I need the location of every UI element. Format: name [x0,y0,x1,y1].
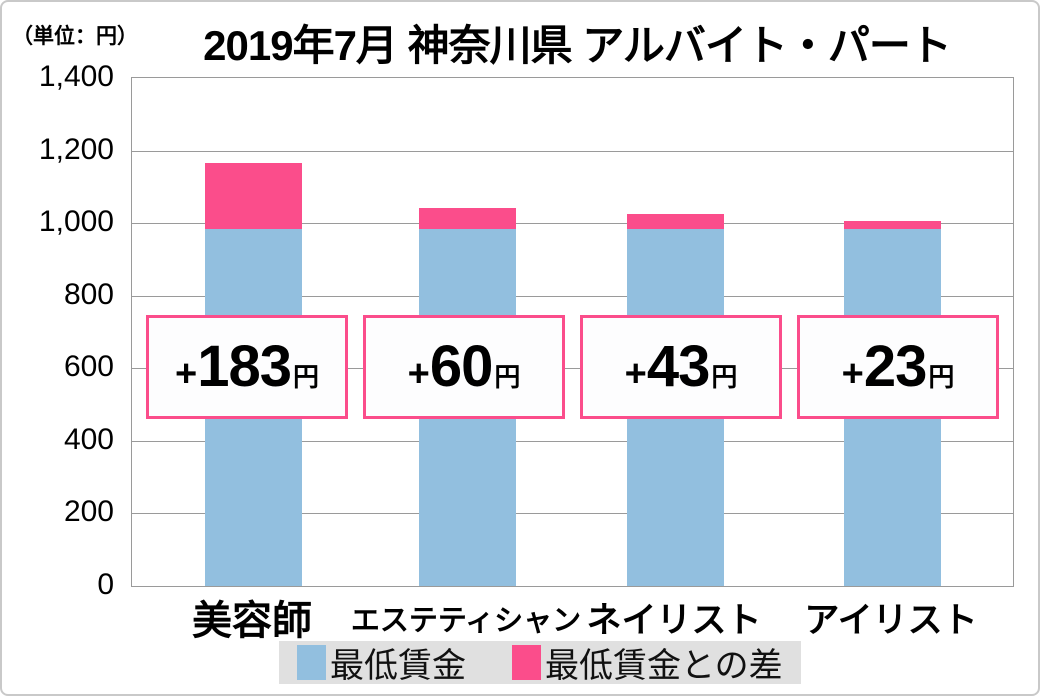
annotation-text: +60円 [408,338,521,396]
x-label-美容師: 美容師 [192,599,312,643]
gridline [132,150,1013,152]
annotation-text: +23円 [842,338,955,396]
annotation-box: +43円 [580,315,782,419]
legend-entry: 最低賃金との差 [512,638,783,687]
annotation-plus: + [841,353,864,395]
annotation-text: +183円 [175,338,319,396]
annotation-plus: + [407,353,430,395]
x-label-エステティシャン: エステティシャン [350,605,582,637]
y-tick-label: 1,400 [38,60,114,93]
y-tick-label: 0 [97,568,114,601]
chart-title: 2019年7月 神奈川県 アルバイト・パート [203,22,952,69]
legend-label: 最低賃金 [330,647,466,685]
annotation-plus: + [175,353,198,395]
y-tick-label: 1,000 [38,205,114,239]
y-tick-label: 200 [63,495,114,529]
annotation-unit: 円 [292,362,319,392]
y-tick-label: 400 [63,422,114,456]
annotation-plus: + [624,353,647,395]
legend-swatch [297,645,326,680]
bar-diff-ネイリスト [626,213,724,230]
gridline [132,440,1013,442]
annotation-amount: 23 [863,334,928,399]
annotation-box: +183円 [146,315,348,419]
legend: 最低賃金 最低賃金との差 [279,638,801,687]
annotation-amount: 60 [429,334,494,399]
y-tick-label: 600 [63,350,114,384]
y-tick-label: 1,200 [38,132,114,166]
annotation-box: +23円 [797,315,999,419]
gridline [132,295,1013,297]
bar-diff-エステティシャン [418,207,516,230]
y-tick-label: 800 [63,277,114,311]
annotation-unit: 円 [711,362,738,392]
gridline [132,513,1013,515]
x-label-ネイリスト: ネイリスト [586,601,762,640]
annotation-unit: 円 [928,362,955,392]
unit-label: （単位：円） [12,25,138,48]
gridline [132,368,1013,370]
annotation-amount: 183 [197,334,292,399]
legend-label: 最低賃金との差 [545,647,783,685]
gridline [132,223,1013,225]
x-label-アイリスト: アイリスト [804,601,978,640]
annotation-amount: 43 [646,334,711,399]
bar-diff-美容師 [204,162,302,230]
legend-entry: 最低賃金 [297,638,466,687]
annotation-unit: 円 [494,362,521,392]
annotation-text: +43円 [625,338,738,396]
legend-swatch [512,645,541,680]
annotation-box: +60円 [363,315,565,419]
bar-diff-アイリスト [843,220,941,230]
